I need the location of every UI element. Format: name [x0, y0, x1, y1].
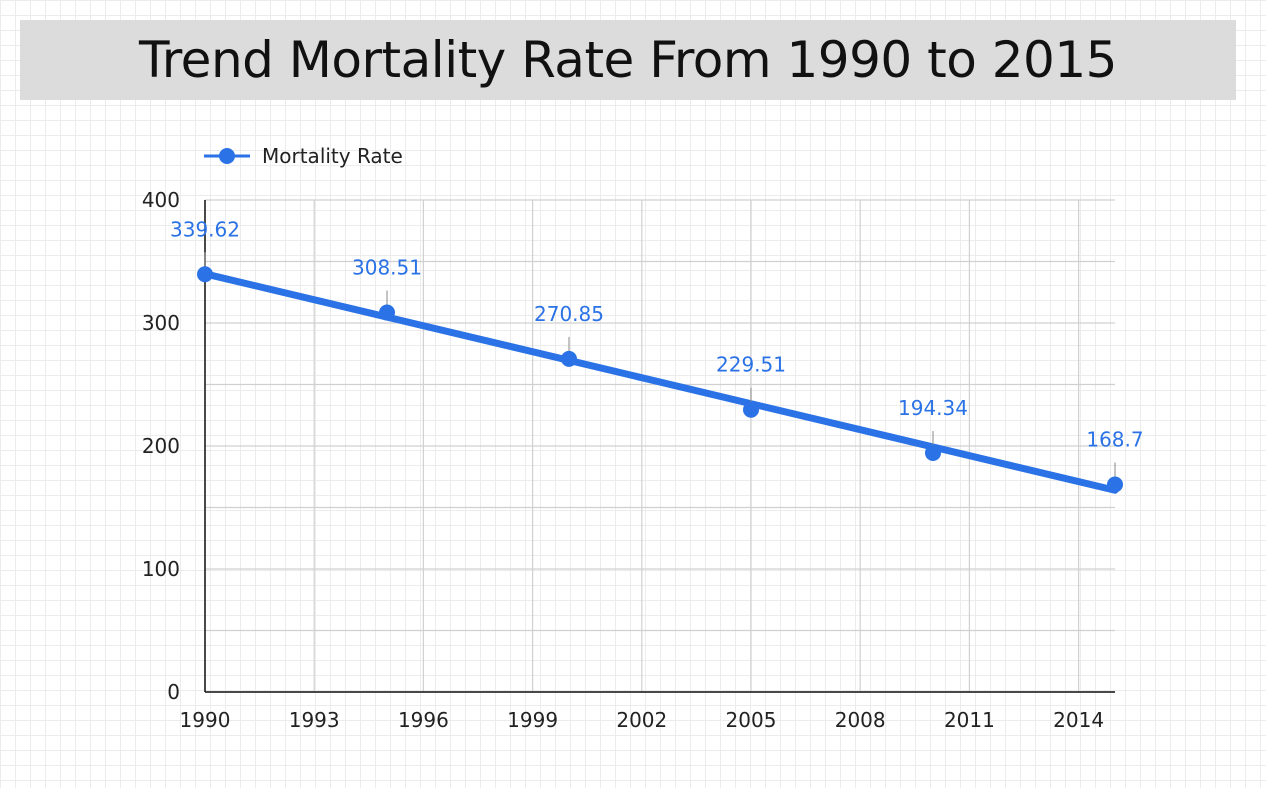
data-point: [1107, 476, 1123, 493]
legend-marker: [219, 148, 235, 164]
data-label: 270.85: [534, 302, 604, 326]
y-tick-label: 0: [167, 680, 180, 704]
y-tick-label: 100: [142, 557, 180, 581]
y-tick-label: 400: [142, 188, 180, 212]
data-point: [197, 266, 213, 283]
title-bar: Trend Mortality Rate From 1990 to 2015: [20, 20, 1236, 100]
data-label: 194.34: [898, 396, 968, 420]
x-tick-label: 2014: [1053, 708, 1104, 732]
data-label: 339.62: [170, 217, 240, 241]
chart-title: Trend Mortality Rate From 1990 to 2015: [139, 31, 1117, 89]
data-label: 308.51: [352, 256, 422, 280]
x-tick-label: 2008: [835, 708, 886, 732]
x-tick-label: 2002: [616, 708, 667, 732]
data-point: [379, 304, 395, 321]
x-tick-label: 2011: [944, 708, 995, 732]
x-tick-label: 1999: [507, 708, 558, 732]
x-tick-label: 2005: [726, 708, 777, 732]
data-point: [743, 401, 759, 418]
y-tick-label: 300: [142, 311, 180, 335]
series-line: [201, 270, 1119, 494]
x-tick-label: 1993: [289, 708, 340, 732]
y-tick-label: 200: [142, 434, 180, 458]
data-point: [925, 444, 941, 461]
x-tick-label: 1990: [180, 708, 231, 732]
x-tick-label: 1996: [398, 708, 449, 732]
data-label: 229.51: [716, 353, 786, 377]
legend-label: Mortality Rate: [262, 144, 403, 168]
data-label: 168.7: [1086, 427, 1143, 451]
data-point: [561, 350, 577, 367]
